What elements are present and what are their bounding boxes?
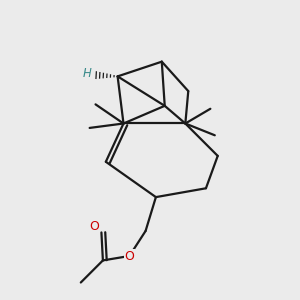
Text: H: H — [83, 67, 92, 80]
Text: O: O — [89, 220, 99, 233]
Text: O: O — [124, 250, 134, 262]
